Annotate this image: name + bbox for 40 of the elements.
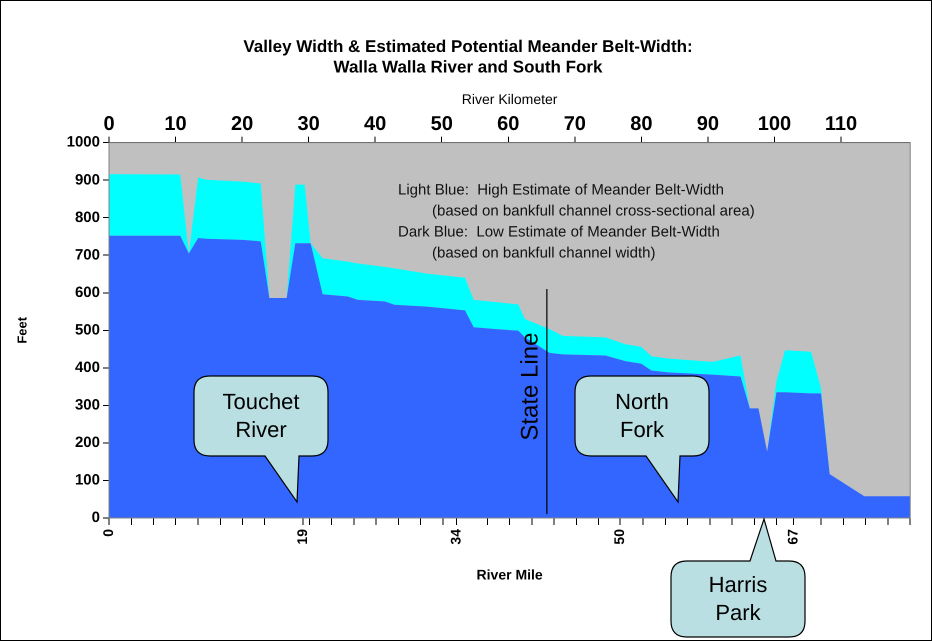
text: Harris Park	[708, 570, 768, 627]
x-tick-label: 80	[630, 113, 652, 136]
annotation: (based on bankfull channel width)	[432, 244, 656, 262]
y-tick-label: 800	[74, 208, 100, 226]
annotation: Dark Blue: Low Estimate of Meander Belt-Width	[398, 224, 720, 241]
x-tick-label: 110	[824, 113, 858, 136]
annotation: Touchet River	[221, 388, 301, 444]
y-tick-label: 300	[74, 396, 100, 414]
x-tick-label: 10	[164, 113, 187, 136]
y-tick-label: 600	[74, 284, 100, 301]
x-tick-label: 50	[430, 113, 453, 136]
y-tick-label: 500	[74, 321, 100, 338]
y-tick-label: 900	[74, 171, 100, 188]
x-tick-label: 20	[230, 113, 254, 136]
x-tick-label: 90	[696, 113, 720, 136]
x-tick-label: 0	[103, 113, 115, 136]
y-tick-label: 0	[92, 509, 100, 526]
y-tick-label: 700	[74, 246, 100, 264]
x2-tick-label: 19	[294, 528, 310, 545]
x2-tick-label: 67	[784, 528, 801, 545]
x-axis-title: River Kilometer	[462, 91, 558, 108]
x-tick-label: 70	[564, 113, 586, 136]
y-tick-label: 100	[74, 472, 100, 489]
x2-axis-title: River Mile	[476, 566, 543, 582]
y-tick-label: 1000	[66, 134, 100, 151]
x-tick-label: 30	[298, 113, 320, 136]
x2-tick-label: 0	[100, 528, 116, 537]
x-tick-label: 100	[758, 113, 792, 136]
x-tick-label: 60	[497, 113, 520, 136]
x-tick-label: 40	[364, 113, 386, 136]
y-tick-label: 400	[74, 358, 100, 376]
y-axis-title: Feet	[14, 316, 30, 344]
chart-title: Valley Width & Estimated Potential Meander Belt-Width: Walla Walla River and South Fork	[243, 36, 693, 76]
annotation: (based on bankfull channel cross-sectional area)	[432, 202, 755, 220]
annotation: North Fork	[614, 388, 670, 444]
x2-tick-label: 34	[447, 528, 464, 545]
ref-line-label: State Line	[516, 332, 544, 441]
annotation: Light Blue: High Estimate of Meander Belt-Width	[398, 182, 724, 199]
y-tick-label: 200	[74, 434, 100, 452]
x2-tick-label: 50	[610, 528, 627, 545]
